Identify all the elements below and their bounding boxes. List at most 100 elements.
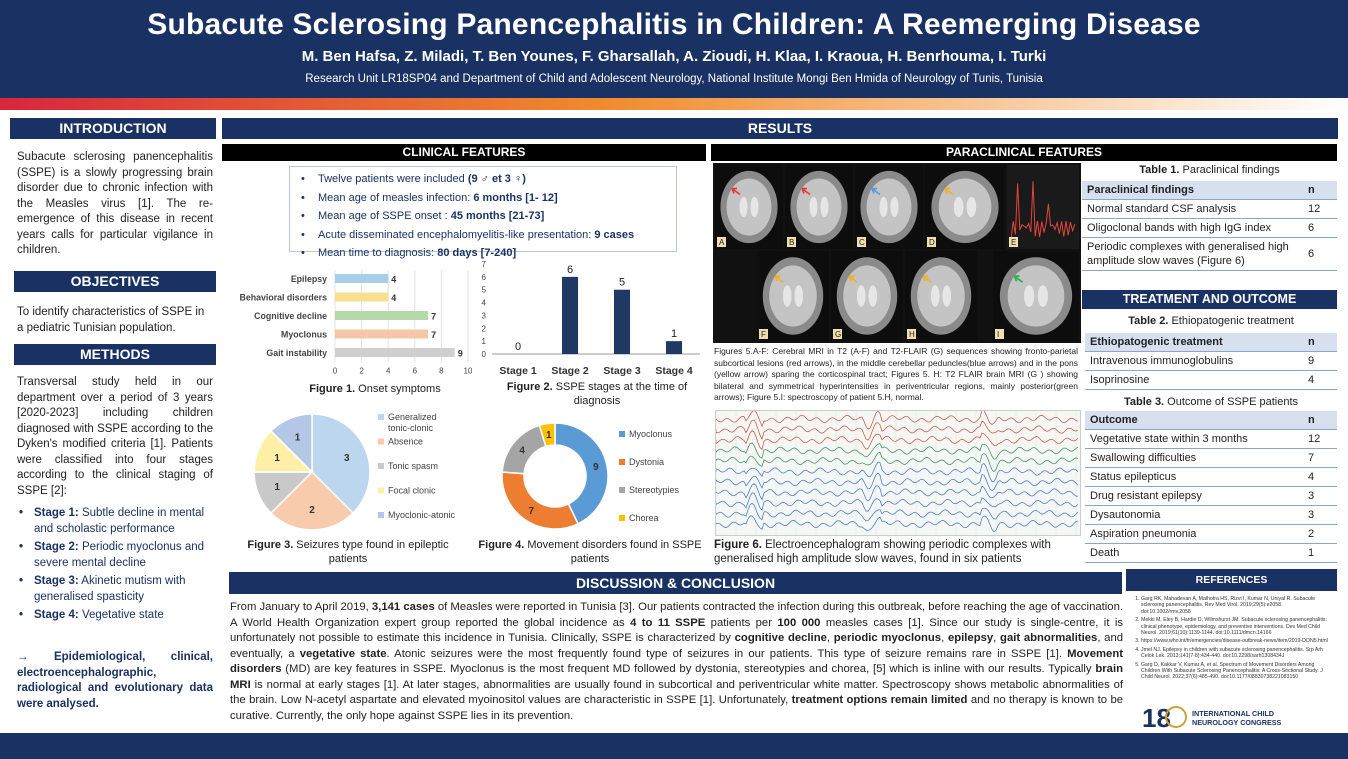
summary-item: Twelve patients were included (9 ♂ et 3 … <box>298 170 668 189</box>
eeg-channel <box>715 492 1079 512</box>
congress-logo-mark: 18 INTERNATIONAL CHILD NEUROLOGY CONGRES… <box>1142 703 1282 733</box>
figure4-legend-label: Stereotypies <box>629 485 680 495</box>
stage-item: Stage 1: Subtle decline in mental and sc… <box>17 506 213 537</box>
poster-header: Subacute Sclerosing Panencephalitis in C… <box>0 0 1348 110</box>
eeg-channel <box>715 502 1079 522</box>
mri-panel: A <box>715 165 783 249</box>
clinical-summary-list: Twelve patients were included (9 ♂ et 3 … <box>298 170 668 263</box>
clinical-summary-box: Twelve patients were included (9 ♂ et 3 … <box>289 166 677 262</box>
figure6-text: Electroencephalogram showing periodic co… <box>714 539 1051 565</box>
figure3-chart: 3 2 1 1 1 Generalized tonic-clonic Absence Tonic… <box>253 412 456 531</box>
figure4-chart: 9 7 4 1 Myoclonus Dystonia Stereotypies Chorea <box>501 422 680 530</box>
mri-panel-letter: E <box>1011 238 1016 247</box>
summary-item: Mean age of measles infection: 6 months … <box>298 189 668 208</box>
eeg-figure <box>715 409 1081 536</box>
table3-cell: Drug resistant epilepsy <box>1085 486 1303 506</box>
figure3-value-label: 2 <box>309 505 315 516</box>
objectives-text: To identify characteristics of SSPE in a… <box>17 306 205 334</box>
mri-panel: I <box>993 251 1079 341</box>
figure1-label: Figure 1. <box>309 383 356 395</box>
figure2-chart: 0 1 2 3 4 5 6 7 0 Stage 1 6 Stage 2 5 Stage 3 1 Stage … <box>482 260 700 377</box>
figure4-marks: 9 7 4 1 Myoclonus Dystonia Stereotypies Chorea <box>501 422 680 530</box>
figure2-category-label: Stage 2 <box>551 365 589 377</box>
figure3-value-label: 3 <box>344 453 350 464</box>
table3-cell: 3 <box>1303 505 1337 525</box>
summary-value: 9 cases <box>594 228 635 241</box>
figure4-legend-label: Myoclonus <box>629 429 673 439</box>
stage-text: Subtle decline in mental and scholastic … <box>34 507 205 535</box>
figure2-category-label: Stage 3 <box>603 365 641 377</box>
figure1-axes: 0 2 4 6 8 10 <box>333 270 472 376</box>
table2-header-cell: n <box>1303 333 1337 352</box>
figure1-tick-label: 8 <box>439 367 444 376</box>
table1-cell: 6 <box>1303 218 1337 238</box>
figure1-tick-label: 6 <box>413 367 418 376</box>
figure2-tick-label: 6 <box>482 273 487 282</box>
figure1-value-label: 4 <box>391 275 396 285</box>
figure4-label: Figure 4. <box>478 539 525 551</box>
table1-header-row: Paraclinical findings n <box>1082 181 1337 200</box>
table2-header-row: Ethiopatogenic treatment n <box>1085 333 1337 352</box>
table2-cell: 4 <box>1303 370 1337 390</box>
clinical-features-heading: CLINICAL FEATURES <box>222 144 706 161</box>
figure4-legend-label: Chorea <box>629 513 659 523</box>
figure1-tick-label: 4 <box>386 367 391 376</box>
table1-caption: Table 1. Paraclinical findings <box>1082 164 1337 176</box>
table1-row: Oligoclonal bands with high IgG index 6 <box>1082 218 1337 238</box>
figure3-value-label: 1 <box>295 433 301 444</box>
figure2-caption: Figure 2. SSPE stages at the time of dia… <box>495 380 699 408</box>
figure4-legend-label: Dystonia <box>629 457 664 467</box>
table2-cell: Intravenous immunoglobulins <box>1085 351 1303 371</box>
table3-row: Status epilepticus 4 <box>1085 467 1337 487</box>
table3-caption-text: Outcome of SSPE patients <box>1164 396 1299 408</box>
figure1-bar <box>335 348 455 357</box>
table1-row: Periodic complexes with generalised high… <box>1082 237 1337 271</box>
figure4-slice <box>554 422 609 525</box>
mri-panel: C <box>855 165 923 249</box>
mri-panel-letter: G <box>835 330 841 339</box>
stage-text: Akinetic mutism with generalised spastic… <box>34 575 186 603</box>
figure1-value-label: 7 <box>431 312 436 322</box>
eeg-channel <box>715 472 1079 492</box>
table3-cell: 12 <box>1303 429 1337 449</box>
figure2-axes: 0 1 2 3 4 5 6 7 <box>482 260 700 359</box>
figure3-slice <box>269 413 313 474</box>
figure4-slice <box>501 471 579 530</box>
figure2-tick-label: 1 <box>482 337 487 346</box>
figure1-category-label: Gait instability <box>266 348 327 358</box>
table3-label: Table 3. <box>1123 396 1165 408</box>
methods-conclusion: → Epidemiological, clinical, electroence… <box>17 651 213 710</box>
table3-cell: Vegetative state within 3 months <box>1085 429 1303 449</box>
table3-row: Drug resistant epilepsy 3 <box>1085 486 1337 506</box>
references-list: Garg RK, Mahadevan A, Malhotra HS, Rizvi… <box>1133 596 1333 683</box>
eeg-channel <box>715 419 1079 441</box>
stage-label: Stage 1: <box>34 507 79 519</box>
figure3-legend-swatch <box>378 487 384 494</box>
summary-item: Acute disseminated encephalomyelitis-lik… <box>298 226 668 245</box>
mri-panel-letter: I <box>997 330 999 339</box>
table2-row: Isoprinosine 4 <box>1085 370 1337 390</box>
svg-text:NEUROLOGY CONGRESS: NEUROLOGY CONGRESS <box>1192 718 1282 727</box>
table1-cell: 12 <box>1303 199 1337 219</box>
eeg-channel <box>715 461 1079 482</box>
mri-images: A B C D E F G H I <box>715 165 1079 341</box>
treatment-heading: TREATMENT AND OUTCOME <box>1082 290 1337 309</box>
figure1-bar <box>335 329 429 339</box>
table3-header-cell: Outcome <box>1085 411 1303 430</box>
table3-header-row: Outcome n <box>1085 411 1337 430</box>
figure3-slice <box>269 470 355 531</box>
mri-panel: F <box>757 251 829 341</box>
figure1-caption: Figure 1. Onset symptoms <box>290 382 460 396</box>
figure2-tick-label: 2 <box>482 324 487 333</box>
figure3-caption: Figure 3. Seizures type found in epilept… <box>232 538 464 566</box>
figure4-text: Movement disorders found in SSPE patient… <box>524 539 702 565</box>
table3-cell: Swallowing difficulties <box>1085 448 1303 468</box>
table3-cell: Aspiration pneumonia <box>1085 524 1303 544</box>
table3: Outcome n Vegetative state within 3 months… <box>1085 411 1337 563</box>
summary-text: Acute disseminated encephalomyelitis-lik… <box>318 228 595 241</box>
figure3-legend-label: Myoclonic-atonic <box>388 510 456 520</box>
eeg-channel <box>715 515 1079 533</box>
table1-cell: Normal standard CSF analysis <box>1082 199 1303 219</box>
eeg-channel <box>715 430 1079 451</box>
